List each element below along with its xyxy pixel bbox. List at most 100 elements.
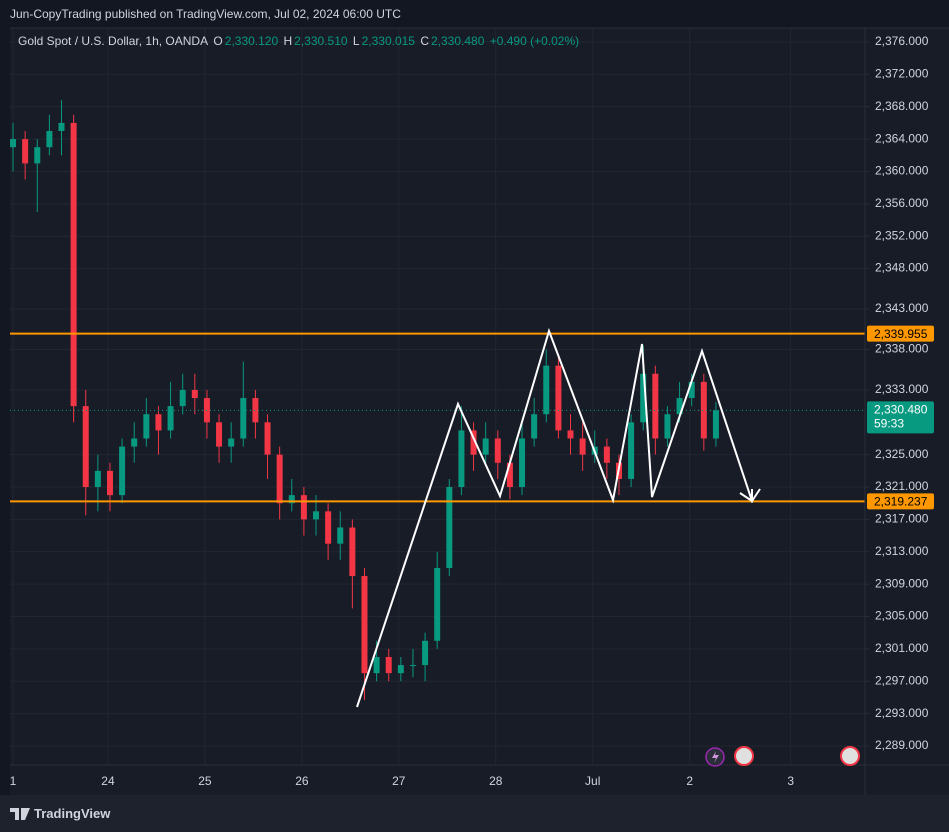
y-tick-label: 2,372.000: [875, 67, 929, 81]
candle-body: [494, 438, 501, 463]
candle-body: [276, 454, 283, 504]
candle-body: [70, 122, 77, 407]
arrow-head: [739, 489, 753, 503]
candle-body: [555, 365, 562, 431]
x-tick-label: 24: [101, 774, 115, 788]
candle-body: [603, 446, 610, 463]
candle-body: [506, 462, 513, 488]
legend-label: C: [420, 34, 429, 48]
axis: 2,376.000 2,372.000 2,368.000 2,364.000 2,36…: [10, 34, 934, 788]
candle-body: [119, 446, 126, 496]
y-tick-label: 2,313.000: [875, 544, 929, 558]
candle-body: [313, 511, 320, 520]
us-event-icon[interactable]: [840, 746, 860, 766]
candles: [10, 100, 719, 700]
y-tick-label: 2,376.000: [875, 34, 929, 48]
candle-body: [46, 131, 53, 148]
x-tick-label: 2: [686, 774, 693, 788]
candle-body: [300, 495, 307, 520]
y-tick-label: 2,309.000: [875, 576, 929, 590]
x-tick-label: 27: [392, 774, 406, 788]
level-label: 2,319.237: [874, 494, 928, 508]
candle-body: [349, 527, 356, 577]
candle-body: [106, 470, 113, 496]
candle-body: [131, 438, 138, 447]
candle-body: [482, 438, 489, 455]
candle-body: [700, 381, 707, 439]
last-price-bg: [867, 401, 934, 434]
publish-header: Jun-CopyTrading published on TradingView…: [10, 7, 401, 21]
legend-value: 2,330.510: [294, 34, 348, 48]
candle-body: [640, 373, 647, 423]
candle-body: [10, 139, 17, 148]
y-tick-label: 2,317.000: [875, 512, 929, 526]
brand: TradingView: [34, 806, 111, 821]
legend-value: 2,330.015: [361, 34, 415, 48]
x-tick-label: Jul: [585, 774, 600, 788]
y-tick-label: 2,364.000: [875, 131, 929, 145]
candle-body: [446, 487, 453, 568]
candle-body: [155, 414, 162, 431]
candle-body: [58, 122, 65, 132]
candle-body: [228, 438, 235, 447]
legend-value: 2,330.480: [431, 34, 485, 48]
y-tick-label: 2,321.000: [875, 479, 929, 493]
us-event-icon[interactable]: [734, 746, 754, 766]
candle-body: [264, 422, 271, 455]
legend-label: H: [283, 34, 293, 48]
y-tick-label: 2,333.000: [875, 382, 929, 396]
y-tick-label: 2,360.000: [875, 164, 929, 178]
candle-body: [422, 640, 429, 666]
candle-body: [361, 576, 368, 674]
pattern-drawing: [356, 327, 761, 708]
candle-body: [82, 406, 89, 488]
candle-body: [216, 422, 223, 447]
symbol-legend: Gold Spot / U.S. Dollar, 1h, OANDA O 2,33…: [18, 34, 581, 48]
x-tick-label: 3: [787, 774, 794, 788]
plot-background: [10, 28, 949, 795]
x-tick-label: 26: [295, 774, 309, 788]
candle-body: [652, 373, 659, 439]
legend-change: +0.490 (+0.02%): [489, 34, 580, 48]
candle-body: [240, 398, 247, 439]
candle-body: [434, 567, 441, 641]
footer: TradingView: [10, 806, 110, 821]
candle-body: [167, 406, 174, 431]
candle-body: [288, 495, 295, 504]
y-tick-label: 2,343.000: [875, 301, 929, 315]
last-price-label: 2,330.480: [874, 403, 928, 417]
y-tick-label: 2,338.000: [875, 342, 929, 356]
candle-body: [676, 398, 683, 415]
y-tick-label: 2,348.000: [875, 261, 929, 275]
candle-body: [143, 414, 150, 439]
candle-body: [579, 438, 586, 455]
legend-value: 2,330.120: [224, 34, 279, 48]
y-tick-label: 2,293.000: [875, 706, 929, 720]
symbol: Gold Spot / U.S. Dollar, 1h, OANDA: [18, 34, 209, 48]
candle-body: [191, 389, 198, 399]
legend-label: O: [213, 34, 223, 48]
y-tick-label: 2,297.000: [875, 673, 929, 687]
candle-body: [567, 430, 574, 439]
candle-body: [458, 430, 465, 488]
y-tick-label: 2,301.000: [875, 641, 929, 655]
logo: [10, 807, 30, 820]
x-tick-label: 25: [198, 774, 212, 788]
candle-body: [664, 414, 671, 439]
candle-body: [519, 438, 526, 488]
footer-bar: [0, 795, 949, 832]
candle-body: [543, 365, 550, 415]
candle-body: [325, 511, 332, 544]
y-tick-label: 2,356.000: [875, 196, 929, 210]
candle-body: [385, 656, 392, 674]
candle-body: [688, 381, 695, 399]
countdown-label: 59:33: [874, 417, 904, 431]
lightning-icon: [712, 751, 719, 763]
level-label: 2,339.955: [874, 327, 928, 341]
candle-body: [252, 398, 259, 423]
level-label-bg: [867, 493, 934, 510]
legend-label: L: [352, 34, 360, 48]
candle-body: [628, 422, 635, 479]
x-tick-label: 28: [489, 774, 503, 788]
